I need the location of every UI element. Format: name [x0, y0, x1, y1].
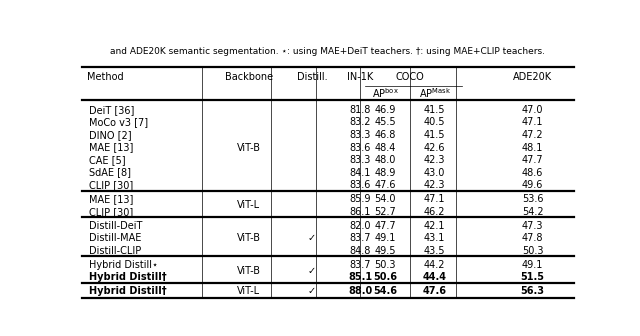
Text: MAE [13]: MAE [13]: [89, 194, 133, 204]
Text: 83.6: 83.6: [349, 180, 371, 190]
Text: 47.1: 47.1: [522, 118, 543, 127]
Text: CAE [5]: CAE [5]: [89, 155, 125, 165]
Text: Distill-MAE: Distill-MAE: [89, 233, 141, 243]
Text: 48.4: 48.4: [374, 142, 396, 153]
Text: 51.5: 51.5: [520, 272, 545, 283]
Text: IN-1K: IN-1K: [347, 72, 373, 82]
Text: 83.7: 83.7: [349, 233, 371, 243]
Text: and ADE20K semantic segmentation. ⋆: using MAE+DeiT teachers. †: using MAE+CLIP : and ADE20K semantic segmentation. ⋆: usi…: [111, 47, 545, 56]
Text: 49.6: 49.6: [522, 180, 543, 190]
Text: 82.0: 82.0: [349, 221, 371, 231]
Text: COCO: COCO: [396, 72, 424, 82]
Text: 48.6: 48.6: [522, 168, 543, 178]
Text: 42.1: 42.1: [424, 221, 445, 231]
Text: 54.2: 54.2: [522, 207, 543, 217]
Text: Distill-CLIP: Distill-CLIP: [89, 246, 141, 256]
Text: SdAE [8]: SdAE [8]: [89, 168, 131, 178]
Text: AP$^{\mathregular{Mask}}$: AP$^{\mathregular{Mask}}$: [419, 86, 451, 99]
Text: 48.1: 48.1: [522, 142, 543, 153]
Text: 40.5: 40.5: [424, 118, 445, 127]
Text: Distill-DeiT: Distill-DeiT: [89, 221, 142, 231]
Text: 49.1: 49.1: [374, 233, 396, 243]
Text: ✓: ✓: [308, 233, 316, 243]
Text: 47.6: 47.6: [374, 180, 396, 190]
Text: 54.0: 54.0: [374, 194, 396, 204]
Text: 53.6: 53.6: [522, 194, 543, 204]
Text: 42.6: 42.6: [424, 142, 445, 153]
Text: 43.5: 43.5: [424, 246, 445, 256]
Text: 43.0: 43.0: [424, 168, 445, 178]
Text: Distill.: Distill.: [296, 72, 327, 82]
Text: 47.7: 47.7: [374, 221, 396, 231]
Text: 44.4: 44.4: [422, 272, 447, 283]
Text: 46.9: 46.9: [374, 105, 396, 115]
Text: 47.8: 47.8: [522, 233, 543, 243]
Text: Method: Method: [88, 72, 124, 82]
Text: DeiT [36]: DeiT [36]: [89, 105, 134, 115]
Text: 56.3: 56.3: [520, 287, 545, 296]
Text: ✓: ✓: [308, 266, 316, 276]
Text: 85.9: 85.9: [349, 194, 371, 204]
Text: DINO [2]: DINO [2]: [89, 130, 132, 140]
Text: 45.5: 45.5: [374, 118, 396, 127]
Text: 48.0: 48.0: [374, 155, 396, 165]
Text: CLIP [30]: CLIP [30]: [89, 180, 133, 190]
Text: 49.1: 49.1: [522, 260, 543, 270]
Text: Backbone: Backbone: [225, 72, 273, 82]
Text: 81.8: 81.8: [349, 105, 371, 115]
Text: 83.7: 83.7: [349, 260, 371, 270]
Text: ViT-L: ViT-L: [237, 287, 260, 296]
Text: 54.6: 54.6: [373, 287, 397, 296]
Text: Hybrid Distill†: Hybrid Distill†: [89, 287, 166, 296]
Text: 83.2: 83.2: [349, 118, 371, 127]
Text: 47.6: 47.6: [422, 287, 447, 296]
Text: 83.6: 83.6: [349, 142, 371, 153]
Text: 85.1: 85.1: [348, 272, 372, 283]
Text: ViT-B: ViT-B: [237, 233, 260, 243]
Text: ViT-L: ViT-L: [237, 201, 260, 210]
Text: 84.8: 84.8: [349, 246, 371, 256]
Text: 50.3: 50.3: [374, 260, 396, 270]
Text: ✓: ✓: [308, 287, 316, 296]
Text: 52.7: 52.7: [374, 207, 396, 217]
Text: 43.1: 43.1: [424, 233, 445, 243]
Text: ViT-B: ViT-B: [237, 142, 260, 153]
Text: 88.0: 88.0: [348, 287, 372, 296]
Text: 46.8: 46.8: [374, 130, 396, 140]
Text: 47.7: 47.7: [522, 155, 543, 165]
Text: 49.5: 49.5: [374, 246, 396, 256]
Text: 47.0: 47.0: [522, 105, 543, 115]
Text: CLIP [30]: CLIP [30]: [89, 207, 133, 217]
Text: 48.9: 48.9: [374, 168, 396, 178]
Text: Hybrid Distill†: Hybrid Distill†: [89, 272, 166, 283]
Text: 50.6: 50.6: [373, 272, 397, 283]
Text: Hybrid Distill⋆: Hybrid Distill⋆: [89, 260, 158, 270]
Text: 84.1: 84.1: [349, 168, 371, 178]
Text: 86.1: 86.1: [349, 207, 371, 217]
Text: 47.2: 47.2: [522, 130, 543, 140]
Text: 83.3: 83.3: [349, 155, 371, 165]
Text: AP$^{\mathregular{box}}$: AP$^{\mathregular{box}}$: [372, 86, 399, 99]
Text: ViT-B: ViT-B: [237, 266, 260, 276]
Text: MAE [13]: MAE [13]: [89, 142, 133, 153]
Text: 42.3: 42.3: [424, 180, 445, 190]
Text: 46.2: 46.2: [424, 207, 445, 217]
Text: 41.5: 41.5: [424, 105, 445, 115]
Text: 47.1: 47.1: [424, 194, 445, 204]
Text: MoCo v3 [7]: MoCo v3 [7]: [89, 118, 148, 127]
Text: 50.3: 50.3: [522, 246, 543, 256]
Text: 44.2: 44.2: [424, 260, 445, 270]
Text: 42.3: 42.3: [424, 155, 445, 165]
Text: 41.5: 41.5: [424, 130, 445, 140]
Text: 47.3: 47.3: [522, 221, 543, 231]
Text: ADE20K: ADE20K: [513, 72, 552, 82]
Text: 83.3: 83.3: [349, 130, 371, 140]
